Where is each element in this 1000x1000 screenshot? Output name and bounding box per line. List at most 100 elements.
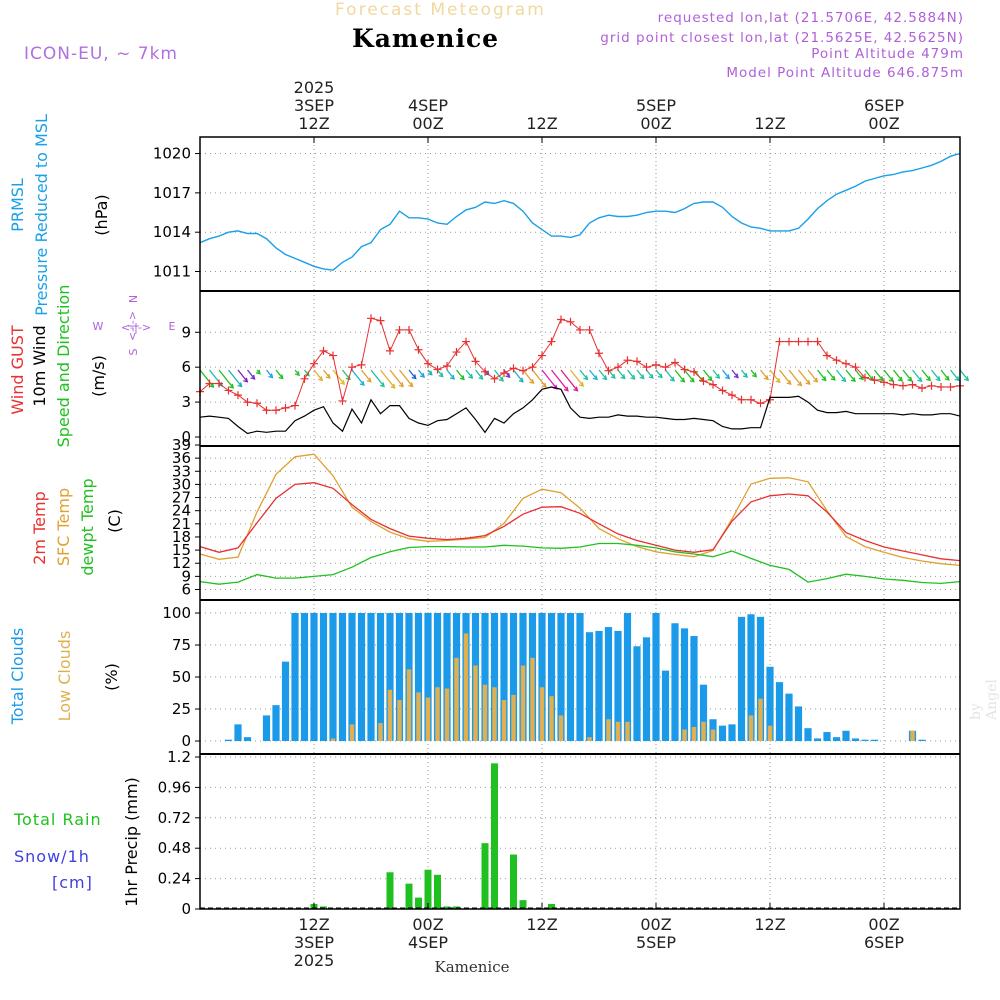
low-cloud-bar (416, 692, 421, 741)
wind-arrow-head (786, 379, 792, 385)
total-cloud-bar (794, 706, 803, 741)
wind-arrow-shaft (959, 369, 969, 381)
total-cloud-bar (842, 730, 850, 741)
wind-arrow-shaft (389, 369, 404, 387)
low-cloud-bar (435, 687, 440, 741)
wind-arrow-head (639, 374, 645, 380)
gust-marker (243, 398, 252, 407)
gust-marker (709, 380, 717, 389)
time-label-top: 12Z (754, 114, 785, 133)
wind-arrow (275, 369, 284, 380)
gust-marker (918, 384, 926, 393)
gust-marker (528, 363, 537, 372)
gust-marker (595, 349, 603, 358)
gust-marker (224, 386, 233, 395)
compass-horizontal: <-|-> (121, 321, 151, 334)
gust-marker (842, 359, 850, 368)
wind-arrow (512, 369, 524, 383)
wind-arrow-shaft (674, 369, 685, 383)
wind-arrow-head (954, 376, 960, 382)
wind-arrow (465, 369, 474, 379)
ytick-label: 30 (172, 475, 191, 493)
figure-frame (199, 136, 961, 910)
wind-arrow-shaft (683, 369, 695, 383)
ytick-label: 39 (172, 436, 191, 454)
wind-arrow-head (897, 376, 903, 382)
wind-arrow (816, 369, 827, 382)
wind-arrow-shaft (702, 369, 713, 381)
low-cloud-bar (463, 633, 469, 741)
wind-arrow-head (775, 378, 781, 384)
wind-arrow-shaft (493, 369, 504, 382)
time-label-bottom: 2025 (294, 951, 335, 970)
low-cloud-bar (406, 669, 412, 741)
wind-arrow-head (592, 375, 598, 381)
wind-arrow-head (529, 379, 535, 385)
total-cloud-bar (766, 666, 774, 741)
total-cloud-bar (785, 693, 793, 741)
gust-marker (424, 359, 432, 368)
gust-marker (319, 346, 328, 355)
wind-arrow (892, 369, 903, 382)
gust-marker (927, 381, 936, 390)
gust-marker (471, 357, 480, 366)
precip-unit: 1hr Precip (mm) (122, 777, 141, 907)
wind-arrow (493, 369, 504, 382)
wind-arrow-head (408, 382, 414, 388)
gust-marker (908, 380, 917, 389)
total-cloud-bar (690, 636, 698, 741)
gust-marker (519, 366, 527, 375)
wind-arrow (949, 369, 960, 382)
gust-marker (652, 360, 660, 369)
wind-arrow-head (850, 377, 856, 383)
time-label-bottom: 5SEP (636, 933, 676, 952)
wind-arrow-head (742, 372, 748, 378)
gust-marker (946, 382, 955, 391)
rain-bar (434, 874, 441, 909)
gust-marker (490, 374, 499, 383)
wind-arrow-head (944, 375, 950, 381)
compass-w: W (93, 320, 104, 333)
wind-arrow (569, 369, 585, 387)
wind-arrow (769, 369, 781, 384)
wind-arrow (721, 369, 731, 380)
wind-arrow (474, 369, 484, 380)
ytick-label: 1020 (153, 145, 191, 163)
low-cloud-bar (539, 687, 545, 741)
wind-arrow-head (427, 370, 433, 376)
gust-marker (300, 374, 309, 383)
low-cloud-bar (615, 721, 621, 741)
wind-arrow (398, 369, 414, 388)
low-cloud-bar (530, 657, 535, 741)
wind-arrow (940, 369, 950, 381)
wind-arrow-shaft (617, 369, 626, 379)
low-cloud-bar (682, 729, 687, 741)
total-cloud-bar (728, 724, 736, 741)
wind-arrow-shaft (845, 369, 856, 382)
wind-arrow (218, 369, 235, 389)
ytick-label: 1011 (153, 263, 191, 281)
total-cloud-bar (547, 613, 556, 741)
low-cloud-bar (748, 715, 754, 741)
precip-label-cm: [cm] (52, 873, 93, 892)
gust-markers (196, 314, 964, 415)
total-cloud-bar (918, 739, 926, 741)
rain-bar (519, 900, 527, 909)
total-cloud-bar (481, 613, 489, 741)
wind-arrow-shaft (199, 369, 214, 388)
wind-arrow-head (620, 374, 626, 380)
wind-arrow (712, 369, 721, 379)
total-cloud-bar (386, 613, 394, 741)
total-cloud-bar (300, 613, 309, 741)
wind-arrow (265, 369, 274, 379)
wind-arrow (655, 369, 663, 379)
low-cloud-bar (606, 719, 611, 741)
wind-arrow (607, 369, 616, 379)
total-cloud-bar (718, 725, 727, 741)
rain-bar (510, 854, 517, 909)
wind-arrow-head (830, 375, 836, 381)
wind-arrow-shaft (712, 369, 720, 379)
rain-bar (481, 843, 489, 909)
gust-marker (804, 337, 812, 346)
time-label-bottom: 12Z (298, 915, 329, 934)
